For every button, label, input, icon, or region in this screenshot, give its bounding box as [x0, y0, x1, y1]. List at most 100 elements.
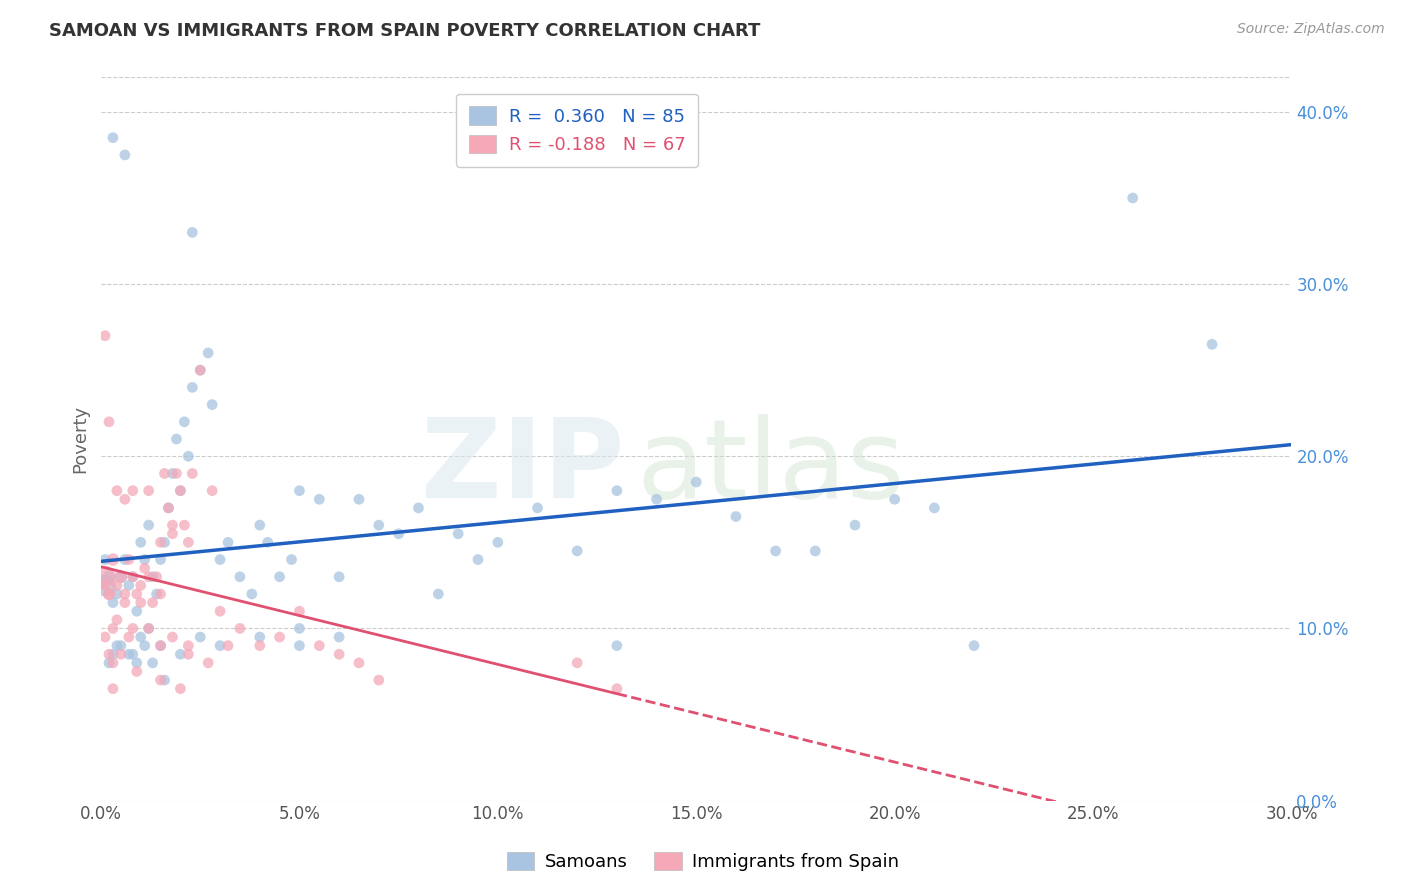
Point [367, 518, 389, 533]
Point [177, 449, 200, 463]
Point [181, 380, 204, 394]
Point [165, 432, 187, 446]
Point [177, 647, 200, 661]
Point [526, 500, 548, 515]
Point [153, 673, 176, 687]
Point [181, 467, 204, 481]
Point [209, 552, 232, 566]
Point [125, 665, 148, 679]
Point [129, 630, 152, 644]
Point [129, 596, 152, 610]
Point [98, 647, 121, 661]
Point [98, 656, 121, 670]
Point [114, 552, 136, 566]
Point [181, 226, 204, 240]
Point [883, 492, 905, 507]
Point [129, 535, 152, 549]
Point [118, 647, 141, 661]
Point [288, 639, 311, 653]
Point [134, 639, 156, 653]
Point [138, 622, 160, 636]
Point [328, 570, 350, 584]
Point [229, 622, 252, 636]
Text: Source: ZipAtlas.com: Source: ZipAtlas.com [1237, 22, 1385, 37]
Point [288, 604, 311, 618]
Point [114, 596, 136, 610]
Point [173, 518, 195, 533]
Point [606, 483, 628, 498]
Point [606, 681, 628, 696]
Point [162, 526, 184, 541]
Point [197, 656, 219, 670]
Point [217, 535, 239, 549]
Point [367, 673, 389, 687]
Point [173, 415, 195, 429]
Point [121, 647, 143, 661]
Point [157, 500, 180, 515]
Point [1201, 337, 1223, 351]
Point [110, 639, 132, 653]
Point [94, 552, 117, 566]
Point [142, 596, 165, 610]
Point [169, 647, 191, 661]
Point [188, 363, 211, 377]
Point [197, 346, 219, 360]
Point [177, 639, 200, 653]
Point [101, 596, 124, 610]
Point [114, 492, 136, 507]
Point [138, 570, 160, 584]
Point [138, 622, 160, 636]
Point [256, 535, 278, 549]
Point [280, 552, 302, 566]
Point [118, 630, 141, 644]
Point [567, 544, 589, 558]
Point [145, 587, 167, 601]
Point [209, 639, 232, 653]
Point [149, 673, 172, 687]
Point [125, 587, 148, 601]
Point [249, 518, 271, 533]
Point [844, 518, 866, 533]
Point [101, 622, 124, 636]
Point [157, 500, 180, 515]
Point [201, 483, 224, 498]
Point [347, 492, 370, 507]
Point [121, 570, 143, 584]
Point [269, 630, 291, 644]
Point [201, 398, 224, 412]
Point [229, 570, 252, 584]
Point [129, 578, 152, 592]
Point [467, 552, 489, 566]
Point [105, 613, 128, 627]
Point [98, 570, 121, 584]
Point [924, 500, 946, 515]
Point [121, 622, 143, 636]
Point [110, 570, 132, 584]
Point [165, 467, 187, 481]
Point [328, 647, 350, 661]
Point [963, 639, 986, 653]
Point [118, 578, 141, 592]
Point [101, 681, 124, 696]
Point [486, 535, 509, 549]
Point [308, 639, 330, 653]
Point [94, 578, 117, 592]
Point [138, 483, 160, 498]
Point [98, 587, 121, 601]
Point [105, 587, 128, 601]
Point [447, 526, 470, 541]
Point [118, 552, 141, 566]
Point [105, 483, 128, 498]
Y-axis label: Poverty: Poverty [72, 405, 89, 473]
Point [101, 656, 124, 670]
Point [169, 483, 191, 498]
Point [209, 604, 232, 618]
Point [188, 363, 211, 377]
Point [94, 328, 117, 343]
Point [149, 639, 172, 653]
Point [114, 148, 136, 162]
Point [110, 570, 132, 584]
Point [347, 656, 370, 670]
Point [427, 587, 450, 601]
Point [408, 500, 430, 515]
